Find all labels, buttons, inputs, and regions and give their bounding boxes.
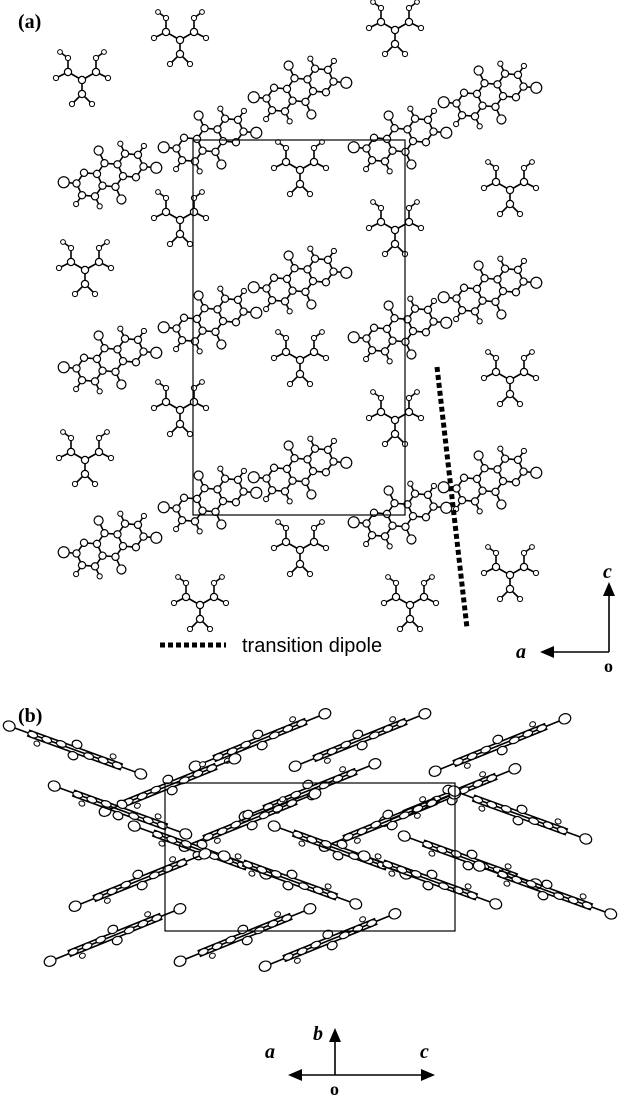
- molecule: [151, 10, 208, 67]
- molecule: [271, 330, 328, 387]
- molecule: [426, 707, 574, 782]
- arrow-head: [288, 1069, 302, 1081]
- molecule: [51, 495, 169, 595]
- molecule: [481, 545, 538, 602]
- origin-label: o: [604, 656, 613, 676]
- axis-label: a: [516, 641, 526, 663]
- molecule: [151, 450, 269, 550]
- axes-a: c a o: [516, 561, 615, 676]
- molecule: [51, 310, 169, 410]
- panel-label: (b): [18, 705, 42, 727]
- molecule: [241, 420, 359, 520]
- axis-label: c: [420, 1041, 429, 1063]
- arrow-head: [540, 646, 554, 658]
- axes-b: b a c o: [265, 1023, 435, 1099]
- axis-label: c: [603, 561, 612, 583]
- arrow-head: [421, 1069, 435, 1081]
- molecule: [366, 0, 423, 57]
- molecule: [241, 40, 359, 140]
- molecule: [66, 842, 214, 917]
- origin-label: o: [330, 1079, 339, 1099]
- figure: (a) transition dipole: [0, 0, 621, 1099]
- arrow-head: [329, 1028, 341, 1042]
- molecules-b: [0, 702, 620, 977]
- molecule: [366, 200, 423, 257]
- molecule: [286, 702, 434, 777]
- panel-label: (a): [18, 11, 41, 33]
- arrow-head: [603, 582, 615, 596]
- molecule: [53, 50, 110, 107]
- legend-label: transition dipole: [242, 635, 382, 657]
- molecule: [171, 575, 228, 632]
- molecule: [45, 775, 195, 846]
- molecule: [41, 897, 189, 972]
- molecule: [381, 575, 438, 632]
- molecules-a: [51, 0, 549, 632]
- molecule: [151, 190, 208, 247]
- molecule: [151, 380, 208, 437]
- molecule: [51, 125, 169, 225]
- molecule: [366, 390, 423, 447]
- axis-label: b: [313, 1023, 323, 1045]
- molecule: [56, 240, 113, 297]
- molecule: [56, 430, 113, 487]
- molecule: [271, 520, 328, 577]
- axis-label: a: [265, 1041, 275, 1063]
- molecule: [481, 350, 538, 407]
- molecule: [271, 140, 328, 197]
- molecule: [481, 160, 538, 217]
